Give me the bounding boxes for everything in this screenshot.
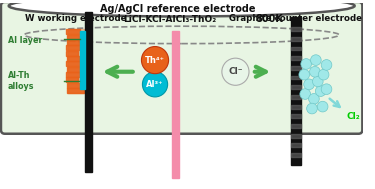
Ellipse shape — [9, 0, 355, 16]
Bar — [291, 16, 302, 165]
Circle shape — [307, 103, 317, 114]
Bar — [172, 31, 179, 178]
Bar — [291, 85, 302, 89]
Bar — [291, 46, 302, 50]
Bar — [291, 114, 302, 118]
Text: W working electrode: W working electrode — [25, 14, 126, 23]
Bar — [67, 40, 80, 45]
Bar — [291, 27, 302, 31]
Bar — [67, 67, 82, 72]
Bar — [291, 56, 302, 60]
Bar — [291, 37, 302, 41]
Circle shape — [309, 94, 319, 104]
Bar — [67, 35, 79, 40]
Bar — [291, 66, 302, 70]
Text: Cl₂: Cl₂ — [347, 112, 361, 121]
Text: Ag/AgCl reference electrode: Ag/AgCl reference electrode — [99, 4, 255, 14]
Bar — [85, 12, 92, 172]
Bar — [80, 31, 85, 89]
Bar — [291, 124, 302, 128]
Bar — [66, 51, 78, 56]
Circle shape — [310, 66, 320, 77]
Circle shape — [321, 60, 332, 70]
Circle shape — [312, 76, 323, 87]
Circle shape — [141, 46, 169, 74]
Text: Graphite counter electrode: Graphite counter electrode — [229, 14, 362, 23]
Text: Al³⁺: Al³⁺ — [146, 80, 164, 89]
Circle shape — [222, 58, 249, 85]
Text: Al layer: Al layer — [8, 36, 42, 45]
Text: Th⁴⁺: Th⁴⁺ — [145, 56, 165, 65]
Circle shape — [142, 72, 168, 97]
Circle shape — [318, 69, 329, 80]
Circle shape — [317, 101, 328, 112]
Bar — [291, 153, 302, 157]
Bar — [66, 45, 81, 50]
Bar — [67, 83, 82, 88]
Circle shape — [304, 79, 314, 90]
Bar — [291, 95, 302, 99]
Text: Cl⁻: Cl⁻ — [228, 67, 243, 76]
Bar — [66, 61, 83, 66]
Circle shape — [321, 84, 332, 94]
Circle shape — [301, 59, 312, 69]
Bar — [66, 72, 82, 77]
Bar — [68, 56, 80, 61]
Bar — [66, 77, 78, 82]
Text: LiCl-KCl-AlCl₃-ThO₂: LiCl-KCl-AlCl₃-ThO₂ — [123, 15, 216, 24]
FancyBboxPatch shape — [1, 2, 362, 134]
Circle shape — [299, 69, 310, 80]
Bar — [67, 88, 84, 93]
Bar — [68, 29, 85, 93]
Circle shape — [300, 89, 310, 99]
Bar — [66, 29, 80, 34]
Bar — [291, 76, 302, 80]
Bar — [291, 143, 302, 147]
Circle shape — [310, 55, 321, 65]
Bar — [291, 105, 302, 108]
Text: 800K: 800K — [255, 14, 283, 24]
Circle shape — [315, 86, 326, 96]
Text: Al-Th
alloys: Al-Th alloys — [8, 71, 34, 91]
Bar — [291, 134, 302, 138]
